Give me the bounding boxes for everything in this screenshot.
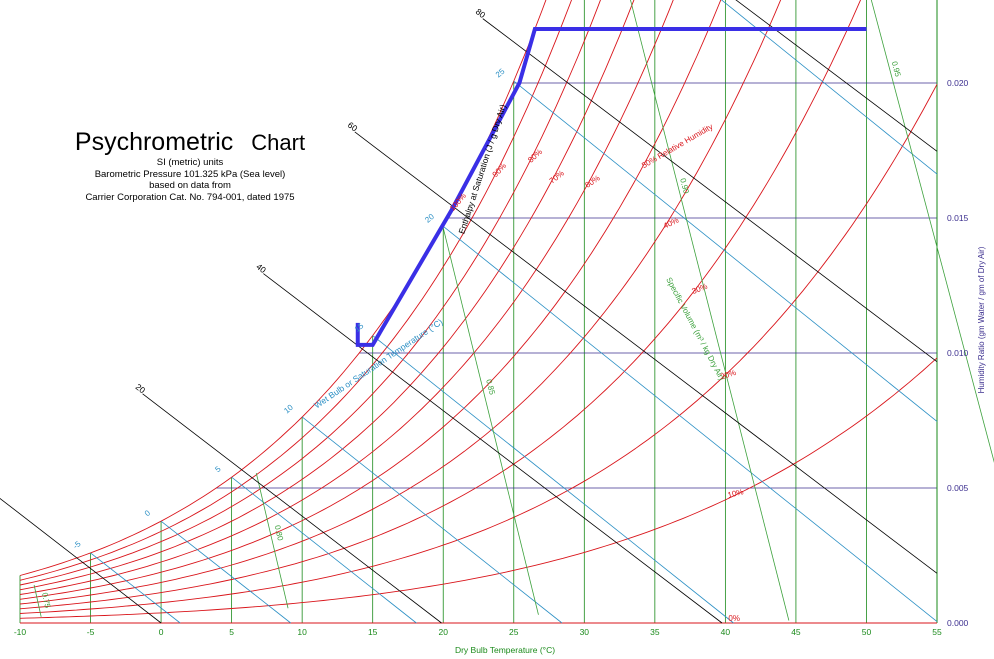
- rh-label: 30%: [690, 282, 708, 296]
- enthalpy-label: 80: [474, 6, 488, 20]
- enthalpy-lines: [0, 0, 938, 624]
- subtitle-line: based on data from: [149, 180, 231, 191]
- x-tick-label: 25: [509, 627, 519, 637]
- relative-humidity-curves: [19, 0, 938, 619]
- wet-bulb-line: [442, 225, 938, 622]
- x-tick-label: 5: [229, 627, 234, 637]
- enthalpy-line: [525, 50, 938, 363]
- subtitle-line: Carrier Corporation Cat. No. 794-001, da…: [85, 191, 295, 203]
- y-tick-label: 0.000: [947, 618, 969, 628]
- subtitle-line: SI (metric) units: [156, 157, 224, 168]
- wet-bulb-line: [160, 520, 291, 624]
- enthalpy-line: [735, 0, 938, 152]
- x-tick-label: 45: [791, 627, 801, 637]
- x-tick-label: 20: [438, 627, 448, 637]
- specific-volume-label: 0.80: [273, 524, 285, 542]
- x-tick-label: -5: [87, 627, 95, 637]
- wet-bulb-line: [231, 476, 417, 624]
- wet-bulb-label: 15: [353, 321, 366, 334]
- subtitle-line: Barometric Pressure 101.325 kPa (Sea lev…: [94, 168, 286, 180]
- rh-label: 70%: [548, 169, 566, 186]
- wet-bulb-line: [301, 416, 563, 624]
- wet-bulb-label: 10: [282, 402, 295, 415]
- y-tick-label: 0.010: [947, 348, 969, 358]
- rh-curve: [19, 357, 938, 619]
- rh-curve: [19, 0, 862, 610]
- wet-bulb-line: [513, 80, 938, 422]
- wet-bulb-label: 0: [143, 508, 153, 518]
- rh-curve: [19, 0, 547, 576]
- rh-curve: [19, 0, 601, 586]
- enthalpy-line: [76, 557, 162, 624]
- enthalpy-line: [453, 206, 938, 574]
- x-tick-label: 10: [297, 627, 307, 637]
- rh-curve: [19, 84, 938, 614]
- x-tick-label: -10: [14, 627, 27, 637]
- rh-curve: [19, 0, 635, 591]
- wet-bulb-line: [721, 0, 938, 175]
- rh-label: 90%: [491, 161, 509, 179]
- specific-volume-label: 0.90: [678, 177, 691, 195]
- y-axis-title: Humidity Ratio (gm Water / gm of Dry Air…: [977, 246, 986, 393]
- chart-title-block: Psychrometric Chart SI (metric) units Bar…: [40, 128, 340, 203]
- wet-bulb-line: [90, 552, 181, 624]
- wet-bulb-label: 25: [494, 66, 507, 79]
- enthalpy-line: [241, 469, 442, 624]
- specific-volume-line: [630, 0, 790, 621]
- x-tick-label: 35: [650, 627, 660, 637]
- x-tick-label: 0: [159, 627, 164, 637]
- rh-label: 0%: [728, 614, 740, 623]
- rh-curve: [19, 0, 572, 581]
- y-tick-label: 0.015: [947, 213, 969, 223]
- wet-bulb-label: 5: [213, 464, 223, 474]
- wet-bulb-lines: [90, 0, 938, 624]
- enthalpy-label: 20: [134, 382, 148, 396]
- specific-volume-label: 0.95: [890, 60, 903, 78]
- specific-volume-line: [33, 584, 42, 617]
- process-path: [355, 27, 867, 347]
- enthalpy-extension: [142, 393, 242, 471]
- x-tick-label: 55: [932, 627, 942, 637]
- title-word-2: Chart: [251, 130, 306, 155]
- rh-label: 10%: [727, 487, 745, 500]
- rh-label: 60%: [583, 173, 601, 189]
- specific-volume-line: [442, 227, 539, 615]
- rh-label: 80%: [526, 147, 544, 164]
- x-tick-label: 40: [721, 627, 731, 637]
- chart-title: Psychrometric Chart: [40, 128, 340, 157]
- rh-curve: [19, 0, 674, 595]
- y-tick-label: 0.020: [947, 78, 969, 88]
- wet-bulb-label: -5: [71, 539, 83, 551]
- x-axis-title: Dry Bulb Temperature (°C): [455, 645, 555, 655]
- enthalpy-extension: [0, 497, 78, 559]
- enthalpy-extension: [482, 18, 527, 52]
- enthalpy-line: [362, 348, 723, 624]
- specific-volume-line: [255, 473, 289, 609]
- title-word-1: Psychrometric: [74, 128, 234, 156]
- y-tick-label: 0.005: [947, 483, 969, 493]
- x-tick-label: 15: [368, 627, 378, 637]
- specific-volume-line: [870, 0, 994, 463]
- wet-bulb-line: [372, 335, 734, 624]
- process-line: [355, 27, 867, 347]
- enthalpy-label: 40: [254, 261, 268, 275]
- enthalpy-label: 60: [346, 120, 360, 134]
- rh-curve: [19, 0, 722, 600]
- enthalpy-extension: [354, 131, 455, 208]
- specific-volume-label: 0.85: [484, 378, 497, 396]
- wet-bulb-label: 20: [423, 212, 436, 225]
- specific-volume-label: 0.75: [40, 592, 52, 610]
- grid-lines: [19, 0, 938, 624]
- x-tick-label: 50: [862, 627, 872, 637]
- rh-curve: [19, 0, 782, 605]
- enthalpy-extension: [263, 273, 363, 350]
- x-tick-label: 30: [580, 627, 590, 637]
